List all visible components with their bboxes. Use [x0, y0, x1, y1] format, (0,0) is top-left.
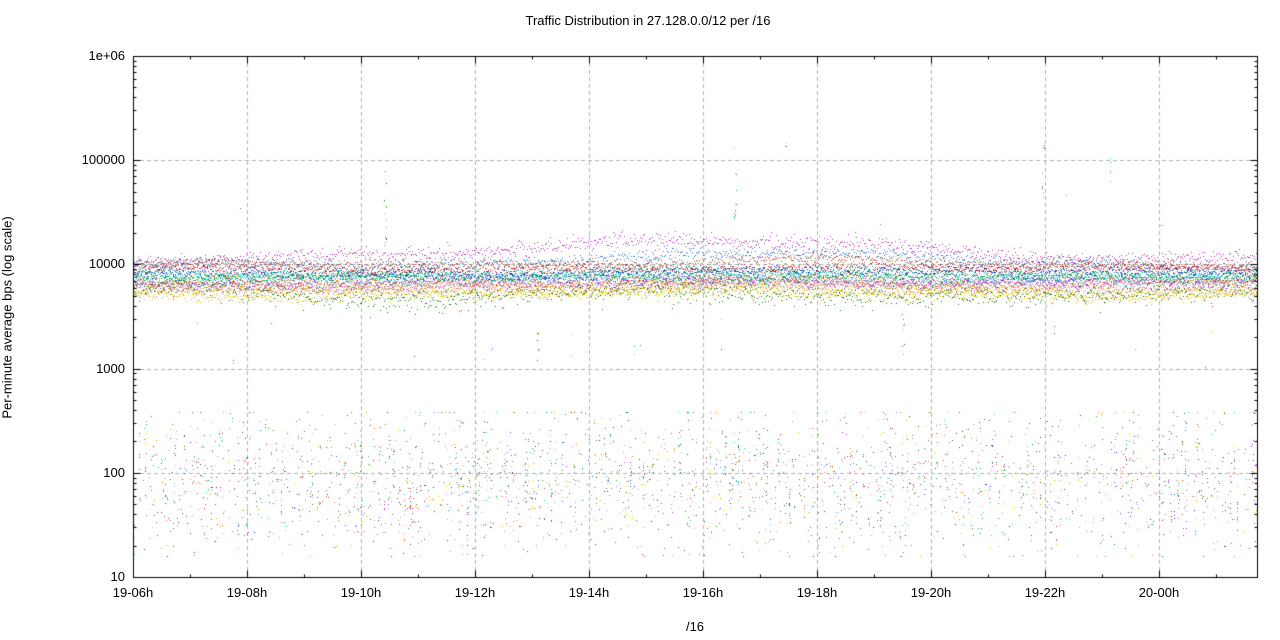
x-axis-label: /16: [685, 619, 705, 634]
x-tick-label: 19-06h: [112, 585, 154, 600]
x-tick-label: 19-08h: [226, 585, 268, 600]
y-tick-label: 100: [103, 464, 125, 480]
y-tick-label: 100000: [81, 152, 125, 168]
y-tick-label: 1e+06: [88, 48, 125, 63]
x-tick-label: 19-22h: [1024, 585, 1066, 600]
y-tick-label: 10: [110, 569, 125, 584]
y-tick-label: 10000: [88, 256, 125, 272]
x-tick-label: 19-14h: [568, 585, 610, 600]
y-tick-label: 1000: [96, 360, 125, 376]
x-tick-label: 19-18h: [796, 585, 838, 600]
x-tick-label: 19-10h: [340, 585, 382, 600]
x-tick-label: 19-16h: [682, 585, 724, 600]
chart-title: Traffic Distribution in 27.128.0.0/12 pe…: [525, 13, 771, 28]
y-axis-label: Per-minute average bps (log scale): [0, 216, 15, 419]
x-tick-label: 20-00h: [1138, 585, 1180, 600]
x-tick-label: 19-12h: [454, 585, 496, 600]
x-tick-label: 19-20h: [910, 585, 952, 600]
